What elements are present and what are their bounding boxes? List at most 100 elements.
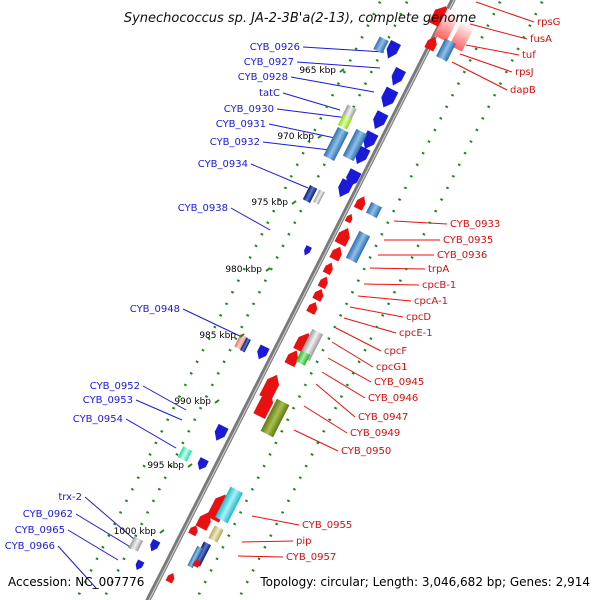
gene-label-pip: pip	[296, 536, 311, 547]
gene-label-cyb_0953: CYB_0953	[83, 395, 133, 406]
forward-gene-12	[284, 350, 299, 368]
gene-seafoam-box	[177, 446, 193, 462]
track-inner-left	[101, 0, 410, 600]
leader-line-cyb_0953	[135, 399, 183, 421]
gene-label-trx-2: trx-2	[58, 492, 82, 503]
forward-gene-14	[253, 392, 274, 420]
forward-gene-13	[259, 374, 280, 402]
leader-line-cyb_0947	[315, 383, 356, 418]
gene-blue-box-2	[323, 127, 349, 161]
map-title: Synechococcus sp. JA-2-3B'a(2-13), compl…	[124, 11, 476, 26]
gene-cyan-box	[215, 486, 243, 524]
gene-label-dapb: dapB	[510, 85, 536, 96]
kbp-tick-label-3: 975 kbp	[251, 198, 288, 208]
gc-skew-dots	[74, 0, 545, 600]
kbp-tick-mark-4	[265, 267, 271, 272]
leader-line-tatc	[282, 92, 341, 111]
leader-line-trx-2	[84, 496, 136, 541]
kbp-tick-label-2: 970 kbp	[277, 132, 314, 142]
reverse-gene-8	[338, 178, 354, 198]
forward-gene-18	[165, 573, 175, 584]
reverse-strand-labels: CYB_0926 CYB_0927 CYB_0928 tatC CYB_0930 CYB_…	[5, 42, 385, 589]
reverse-gene-9	[304, 245, 312, 256]
gene-label-cyb_0962: CYB_0962	[23, 509, 73, 520]
gene-navy-box-1	[302, 185, 318, 203]
gene-grey-box-3	[128, 536, 144, 552]
gene-label-cyb_0955: CYB_0955	[302, 520, 352, 531]
gene-label-cyb_0933: CYB_0933	[450, 219, 500, 230]
leader-line-fusa	[469, 23, 528, 40]
gene-label-trpa: trpA	[428, 264, 449, 275]
kbp-tick-label-7: 995 kbp	[147, 461, 184, 471]
kbp-tick-mark-7	[187, 463, 193, 468]
gene-salmon-box	[234, 333, 248, 351]
gene-blue-box-5	[436, 38, 456, 62]
leader-line-cyb_0928	[290, 76, 375, 93]
reverse-gene-5	[363, 130, 379, 150]
kbp-tick-mark-8	[159, 529, 165, 534]
leader-line-cyb_0955	[251, 515, 300, 526]
forward-gene-5	[334, 227, 350, 247]
leader-line-cyb_0938	[230, 207, 271, 231]
gene-label-cyb_0950: CYB_0950	[341, 446, 391, 457]
gene-label-cyb_0966: CYB_0966	[5, 541, 55, 552]
reverse-gene-4	[373, 110, 389, 130]
leader-line-cyb_0950	[293, 429, 339, 452]
leader-line-rpsj	[459, 53, 513, 73]
gene-glyphs	[128, 6, 475, 584]
leader-line-cyb_0946	[321, 371, 366, 399]
leader-line-cyb_0932	[262, 141, 331, 151]
gene-blue-box-3	[342, 128, 368, 162]
leader-line-cyb_0949	[303, 405, 348, 434]
gene-label-cyb_0932: CYB_0932	[210, 137, 260, 148]
gene-label-cyb_0952: CYB_0952	[90, 381, 140, 392]
gene-olive-box	[260, 398, 290, 438]
gene-label-fusa: fusA	[530, 34, 552, 45]
gene-label-rpsg: rpsG	[537, 17, 560, 28]
forward-gene-9	[312, 289, 324, 302]
kbp-tick-mark-5	[239, 333, 245, 338]
gene-blue-box-7	[345, 230, 371, 264]
gene-label-cyb_0926: CYB_0926	[250, 42, 300, 53]
forward-gene-2	[424, 36, 437, 52]
kbp-tick-mark-1	[339, 68, 345, 73]
gene-label-cyb_0928: CYB_0928	[238, 72, 288, 83]
reverse-gene-12	[197, 457, 209, 470]
forward-strand-labels: rpsG fusA tuf rpsJ dapB CYB_0933 CYB_0935 CYB_0…	[237, 1, 560, 563]
leader-line-cyb_0966	[57, 545, 97, 589]
reverse-gene-1	[386, 39, 401, 59]
gene-label-cpcd: cpcD	[406, 312, 431, 323]
leader-line-cyb_0926	[302, 46, 385, 53]
gene-label-cpca-1: cpcA-1	[414, 296, 448, 307]
gene-label-cyb_0938: CYB_0938	[178, 203, 228, 214]
gene-label-cyb_0934: CYB_0934	[198, 159, 248, 170]
leader-line-cyb_0927	[296, 61, 381, 69]
gene-lime-box	[337, 114, 353, 130]
leader-line-tuf	[465, 44, 520, 56]
gene-label-cpcg1: cpcG1	[376, 362, 407, 373]
kbp-tick-label-4: 980 kbp	[225, 265, 262, 275]
leader-line-cpcf	[335, 327, 382, 352]
reverse-gene-11	[214, 423, 229, 441]
forward-gene-6	[329, 246, 342, 262]
gene-tan-box	[208, 525, 224, 543]
leader-line-cyb_0934	[250, 163, 309, 189]
forward-gene-3	[353, 196, 366, 211]
gene-label-cyb_0946: CYB_0946	[368, 393, 418, 404]
track-inner-right	[194, 0, 503, 600]
forward-gene-4	[344, 213, 353, 224]
leader-line-cyb_0965	[67, 529, 119, 561]
leader-line-cyb_0952	[142, 385, 187, 411]
gene-label-cyb_0935: CYB_0935	[443, 235, 493, 246]
genome-backbone-highlight	[148, 0, 455, 600]
genome-summary: Topology: circular; Length: 3,046,682 bp…	[259, 575, 590, 589]
gene-label-cpce-1: cpcE-1	[399, 328, 433, 339]
gene-blue-box-1	[373, 36, 389, 54]
gene-label-cpcb-1: cpcB-1	[422, 280, 456, 291]
leader-line-cyb_0962	[75, 513, 133, 549]
gene-label-tuf: tuf	[522, 50, 536, 61]
reverse-gene-15	[135, 559, 145, 570]
leader-line-trpa	[369, 267, 426, 270]
forward-gene-15	[206, 494, 228, 523]
